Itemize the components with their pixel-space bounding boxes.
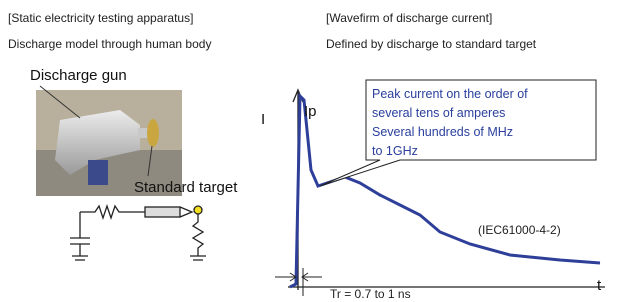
- right-subheading: Defined by discharge to standard target: [326, 37, 537, 51]
- left-subheading: Discharge model through human body: [8, 37, 211, 51]
- y-axis-label: I: [261, 111, 265, 128]
- standard-label: (IEC61000-4-2): [478, 223, 561, 237]
- callout-line: Several hundreds of MHz: [372, 125, 513, 139]
- circuit: [70, 206, 206, 260]
- left-heading: [Static electricity testing apparatus]: [8, 11, 193, 25]
- target-label: Standard target: [134, 179, 238, 196]
- callout-line: several tens of amperes: [372, 106, 505, 120]
- right-heading: [Wavefirm of discharge current]: [326, 11, 492, 25]
- peak-label: Ip: [304, 103, 317, 120]
- x-axis-label: t: [597, 277, 602, 294]
- rise-time-label: Tr = 0.7 to 1 ns: [330, 287, 411, 301]
- gun-label: Discharge gun: [30, 67, 127, 84]
- callout-line: Peak current on the order of: [372, 87, 528, 101]
- callout-line: to 1GHz: [372, 144, 418, 158]
- diagram: [Static electricity testing apparatus] D…: [0, 0, 617, 302]
- page: [Static electricity testing apparatus] D…: [0, 0, 617, 302]
